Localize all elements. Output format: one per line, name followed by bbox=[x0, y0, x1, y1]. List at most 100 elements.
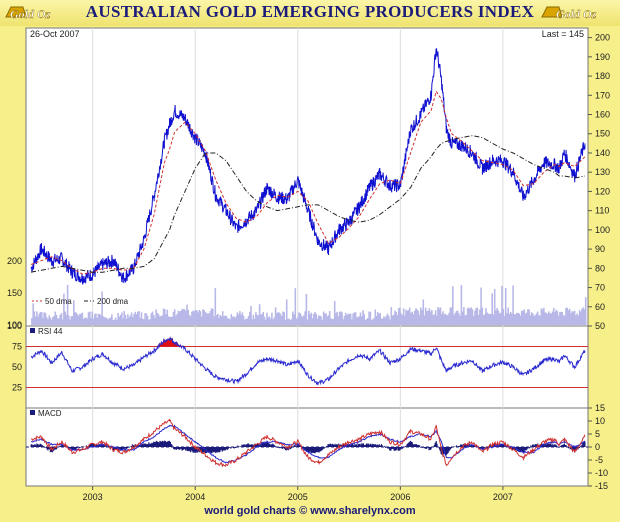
volume-bar bbox=[395, 312, 397, 325]
x-tick-label: 2004 bbox=[185, 492, 205, 502]
volume-bar bbox=[567, 310, 570, 325]
footer-credit: world gold charts © www.sharelynx.com bbox=[204, 505, 416, 517]
volume-bar bbox=[135, 314, 138, 325]
volume-bar bbox=[145, 313, 148, 325]
volume-bar bbox=[69, 319, 71, 325]
volume-bar bbox=[580, 311, 582, 325]
volume-bar bbox=[236, 312, 239, 325]
volume-bar bbox=[407, 310, 410, 325]
volume-bar bbox=[349, 313, 352, 325]
volume-bar bbox=[320, 316, 322, 325]
volume-bar bbox=[434, 310, 437, 325]
x-tick-label: 2005 bbox=[288, 492, 308, 502]
volume-bar bbox=[73, 300, 75, 325]
volume-bar bbox=[234, 318, 236, 325]
volume-bar bbox=[406, 311, 409, 325]
volume-bar bbox=[379, 313, 381, 325]
volume-bar bbox=[148, 319, 150, 325]
volume-bar bbox=[76, 314, 79, 325]
volume-bar bbox=[155, 309, 157, 325]
volume-bar bbox=[162, 308, 165, 325]
volume-bar bbox=[81, 312, 84, 325]
volume-bar bbox=[167, 316, 170, 325]
volume-bar bbox=[229, 319, 231, 325]
volume-bar bbox=[506, 313, 508, 325]
volume-bar bbox=[461, 311, 464, 325]
y-tick-label: 110 bbox=[595, 206, 609, 216]
volume-bar bbox=[80, 313, 82, 325]
volume-bar bbox=[289, 320, 292, 325]
volume-bar bbox=[55, 315, 58, 325]
volume-bar bbox=[63, 293, 65, 325]
volume-bar bbox=[210, 308, 213, 325]
volume-bar bbox=[214, 288, 217, 325]
volume-bar bbox=[573, 310, 576, 325]
volume-bar bbox=[524, 313, 527, 325]
volume-bar bbox=[380, 318, 383, 325]
volume-bar bbox=[337, 316, 340, 325]
volume-bar bbox=[111, 314, 113, 325]
volume-bar bbox=[325, 313, 327, 325]
volume-bar bbox=[528, 309, 530, 325]
volume-bar bbox=[284, 319, 287, 325]
volume-bar bbox=[119, 314, 122, 325]
rsi-series-group bbox=[26, 336, 588, 388]
volume-bar bbox=[554, 312, 556, 325]
volume-bar bbox=[538, 315, 540, 325]
volume-bar bbox=[324, 313, 326, 325]
volume-bar bbox=[365, 319, 368, 325]
volume-bar bbox=[522, 311, 524, 325]
volume-bar bbox=[43, 312, 45, 325]
volume-bar bbox=[42, 317, 44, 325]
volume-bar bbox=[336, 311, 338, 325]
volume-bar bbox=[348, 314, 351, 325]
volume-bar bbox=[347, 313, 349, 325]
volume-bar bbox=[105, 317, 107, 325]
volume-bar bbox=[59, 314, 61, 325]
volume-bar bbox=[91, 311, 93, 325]
volume-bar bbox=[353, 312, 356, 325]
volume-bar bbox=[432, 314, 434, 325]
volume-bar bbox=[452, 286, 454, 325]
y-tick-label: 150 bbox=[595, 129, 610, 139]
volume-bar bbox=[199, 311, 202, 325]
volume-bar bbox=[108, 318, 111, 325]
volume-bar bbox=[223, 316, 225, 325]
volume-bar bbox=[281, 316, 283, 325]
volume-bar bbox=[169, 316, 171, 325]
volume-bar bbox=[68, 315, 70, 325]
volume-bar bbox=[32, 303, 34, 325]
volume-bar bbox=[125, 318, 128, 325]
volume-bar bbox=[251, 319, 253, 325]
volume-bar bbox=[314, 312, 316, 325]
volume-bar bbox=[375, 316, 378, 325]
volume-bar bbox=[555, 309, 557, 325]
date-label: 26-Oct 2007 bbox=[30, 29, 80, 39]
x-tick-label: 2007 bbox=[493, 492, 513, 502]
volume-bar bbox=[342, 319, 345, 325]
volume-bar bbox=[464, 315, 466, 325]
volume-bar bbox=[205, 313, 208, 325]
volume-bar bbox=[509, 312, 512, 325]
volume-bar bbox=[518, 313, 521, 325]
y-tick-label: 80 bbox=[595, 263, 605, 273]
volume-bar bbox=[93, 314, 96, 325]
volume-bar bbox=[268, 316, 271, 325]
volume-bar bbox=[362, 310, 364, 325]
volume-bar bbox=[130, 312, 133, 325]
volume-bar bbox=[249, 311, 251, 325]
volume-bar bbox=[57, 318, 59, 325]
rsi-tick-label: 75 bbox=[12, 342, 22, 352]
volume-bar bbox=[583, 309, 586, 325]
volume-bar bbox=[49, 317, 52, 325]
volume-bar bbox=[47, 319, 49, 325]
volume-bar bbox=[390, 307, 393, 325]
volume-bar bbox=[392, 314, 395, 325]
volume-bar bbox=[143, 319, 145, 325]
volume-bar bbox=[45, 317, 48, 325]
volume-bar bbox=[242, 315, 245, 325]
volume-bar bbox=[182, 308, 185, 325]
macd-line bbox=[30, 418, 586, 468]
volume-bar bbox=[245, 318, 247, 325]
macd-series-group bbox=[26, 418, 588, 468]
